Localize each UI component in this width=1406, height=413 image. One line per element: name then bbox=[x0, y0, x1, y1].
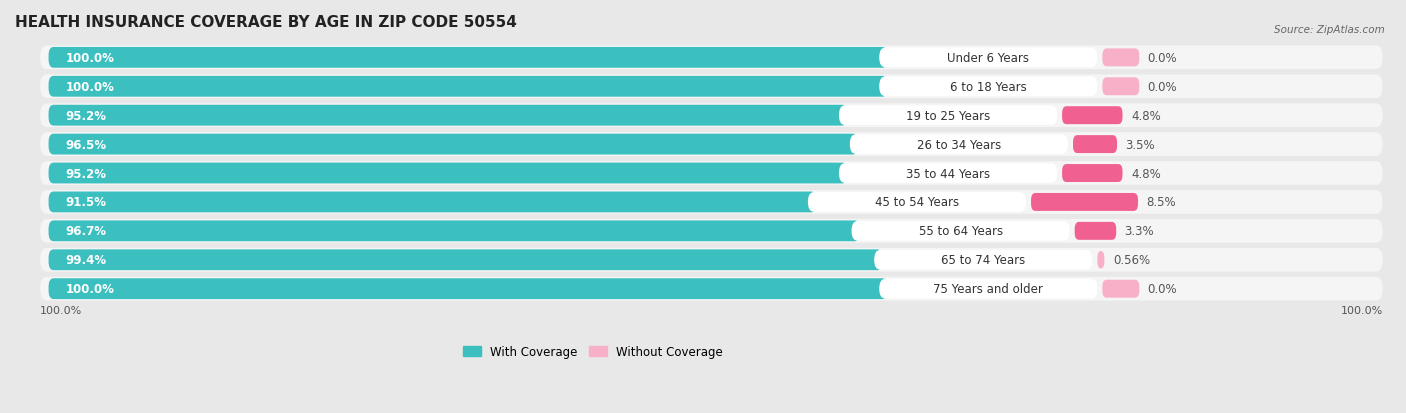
FancyBboxPatch shape bbox=[852, 221, 1070, 241]
FancyBboxPatch shape bbox=[879, 279, 1097, 299]
Text: 95.2%: 95.2% bbox=[65, 167, 107, 180]
Text: 96.5%: 96.5% bbox=[65, 138, 107, 151]
FancyBboxPatch shape bbox=[879, 48, 1097, 68]
FancyBboxPatch shape bbox=[839, 164, 1057, 183]
FancyBboxPatch shape bbox=[1062, 107, 1122, 125]
Text: 96.7%: 96.7% bbox=[65, 225, 107, 238]
FancyBboxPatch shape bbox=[839, 106, 1057, 126]
FancyBboxPatch shape bbox=[875, 250, 1092, 270]
Text: HEALTH INSURANCE COVERAGE BY AGE IN ZIP CODE 50554: HEALTH INSURANCE COVERAGE BY AGE IN ZIP … bbox=[15, 15, 517, 30]
Text: Under 6 Years: Under 6 Years bbox=[948, 52, 1029, 65]
FancyBboxPatch shape bbox=[849, 135, 1069, 154]
Text: 6 to 18 Years: 6 to 18 Years bbox=[950, 81, 1026, 93]
Text: 100.0%: 100.0% bbox=[65, 52, 114, 65]
Text: 55 to 64 Years: 55 to 64 Years bbox=[918, 225, 1002, 238]
Text: 26 to 34 Years: 26 to 34 Years bbox=[917, 138, 1001, 151]
FancyBboxPatch shape bbox=[41, 219, 1382, 243]
FancyBboxPatch shape bbox=[49, 163, 848, 184]
Legend: With Coverage, Without Coverage: With Coverage, Without Coverage bbox=[458, 341, 728, 363]
Text: 19 to 25 Years: 19 to 25 Years bbox=[905, 109, 990, 122]
FancyBboxPatch shape bbox=[1073, 136, 1116, 154]
Text: 100.0%: 100.0% bbox=[1340, 305, 1382, 315]
Text: 4.8%: 4.8% bbox=[1130, 109, 1160, 122]
FancyBboxPatch shape bbox=[41, 162, 1382, 185]
FancyBboxPatch shape bbox=[49, 48, 887, 69]
FancyBboxPatch shape bbox=[49, 105, 848, 126]
FancyBboxPatch shape bbox=[1062, 165, 1122, 183]
FancyBboxPatch shape bbox=[1102, 280, 1139, 298]
FancyBboxPatch shape bbox=[1102, 78, 1139, 96]
Text: 65 to 74 Years: 65 to 74 Years bbox=[941, 254, 1025, 267]
Text: 0.0%: 0.0% bbox=[1147, 282, 1177, 295]
FancyBboxPatch shape bbox=[49, 250, 883, 271]
Text: 99.4%: 99.4% bbox=[65, 254, 107, 267]
Text: 75 Years and older: 75 Years and older bbox=[934, 282, 1043, 295]
FancyBboxPatch shape bbox=[41, 104, 1382, 128]
FancyBboxPatch shape bbox=[41, 75, 1382, 99]
FancyBboxPatch shape bbox=[1102, 49, 1139, 67]
Text: 8.5%: 8.5% bbox=[1146, 196, 1175, 209]
FancyBboxPatch shape bbox=[41, 191, 1382, 214]
FancyBboxPatch shape bbox=[41, 46, 1382, 70]
Text: 95.2%: 95.2% bbox=[65, 109, 107, 122]
FancyBboxPatch shape bbox=[41, 133, 1382, 157]
Text: 91.5%: 91.5% bbox=[65, 196, 107, 209]
Text: 45 to 54 Years: 45 to 54 Years bbox=[875, 196, 959, 209]
FancyBboxPatch shape bbox=[49, 279, 887, 299]
Text: Source: ZipAtlas.com: Source: ZipAtlas.com bbox=[1274, 25, 1385, 35]
FancyBboxPatch shape bbox=[808, 192, 1026, 212]
FancyBboxPatch shape bbox=[49, 221, 860, 242]
FancyBboxPatch shape bbox=[49, 134, 858, 155]
Text: 0.0%: 0.0% bbox=[1147, 52, 1177, 65]
FancyBboxPatch shape bbox=[1074, 222, 1116, 240]
FancyBboxPatch shape bbox=[41, 248, 1382, 272]
Text: 100.0%: 100.0% bbox=[65, 282, 114, 295]
Text: 35 to 44 Years: 35 to 44 Years bbox=[905, 167, 990, 180]
FancyBboxPatch shape bbox=[49, 192, 817, 213]
Text: 3.5%: 3.5% bbox=[1125, 138, 1156, 151]
Text: 3.3%: 3.3% bbox=[1125, 225, 1154, 238]
Text: 100.0%: 100.0% bbox=[41, 305, 83, 315]
Text: 100.0%: 100.0% bbox=[65, 81, 114, 93]
Text: 0.0%: 0.0% bbox=[1147, 81, 1177, 93]
Text: 0.56%: 0.56% bbox=[1112, 254, 1150, 267]
FancyBboxPatch shape bbox=[1097, 251, 1104, 269]
Text: 4.8%: 4.8% bbox=[1130, 167, 1160, 180]
FancyBboxPatch shape bbox=[879, 77, 1097, 97]
FancyBboxPatch shape bbox=[1031, 194, 1137, 211]
FancyBboxPatch shape bbox=[49, 77, 887, 97]
FancyBboxPatch shape bbox=[41, 277, 1382, 301]
